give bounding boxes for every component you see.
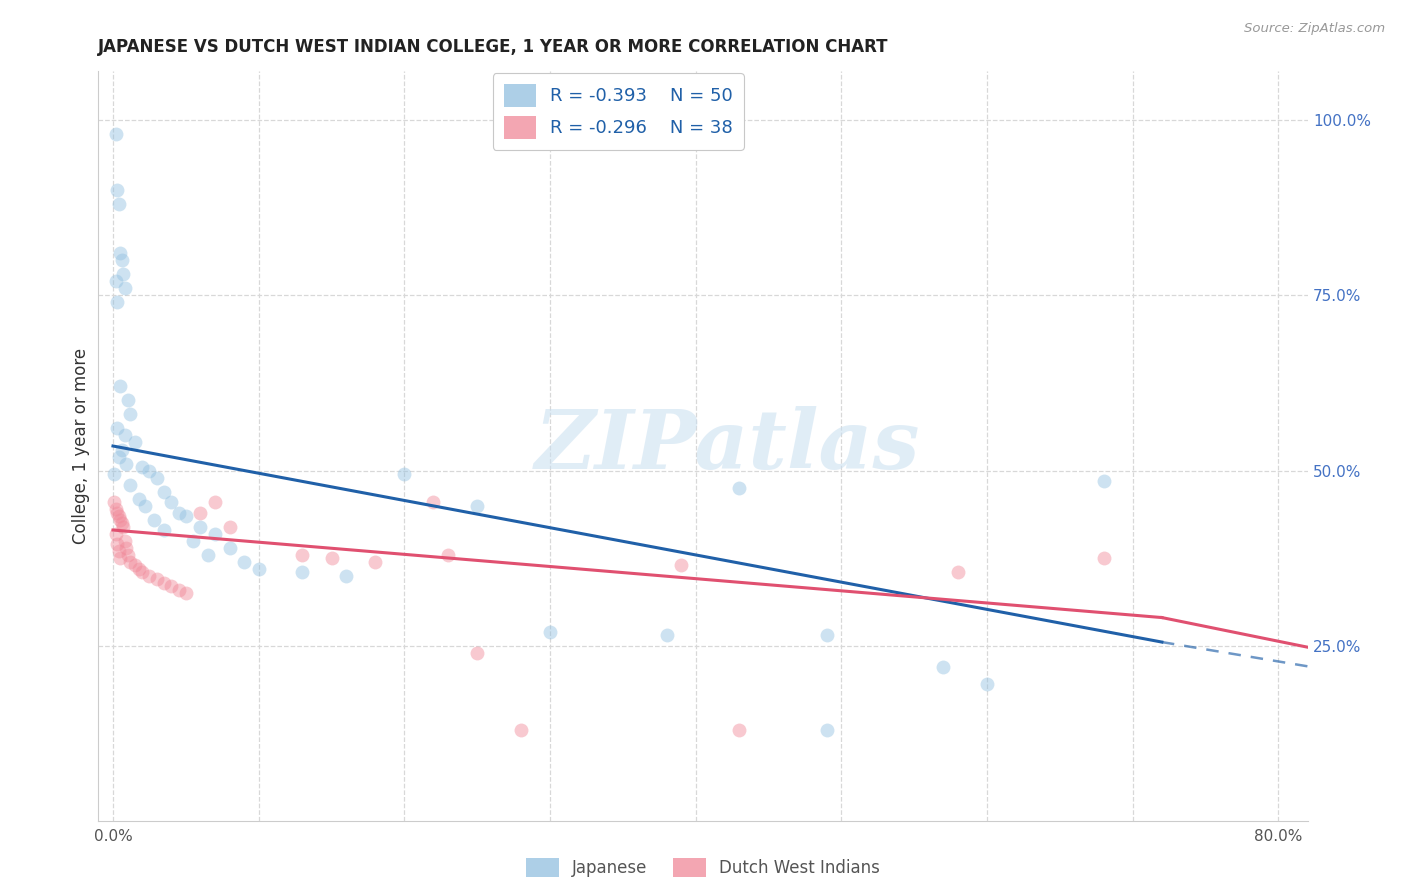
Point (105, 183, 128, 197)
Point (114, 281, 136, 295)
Point (145, 470, 167, 484)
Y-axis label: College, 1 year or more: College, 1 year or more (72, 348, 90, 544)
Point (160, 495, 183, 509)
Point (321, 551, 343, 566)
Point (197, 548, 219, 562)
Point (108, 509, 131, 524)
Point (117, 548, 139, 562)
Point (976, 677, 998, 691)
Point (190, 519, 212, 533)
Point (114, 428, 136, 442)
Point (145, 572, 167, 586)
Point (174, 586, 197, 600)
Point (120, 477, 142, 491)
Point (110, 379, 132, 393)
Point (110, 512, 132, 526)
Point (112, 519, 135, 533)
Point (728, 723, 751, 737)
Point (364, 555, 387, 569)
Point (111, 442, 134, 457)
Point (131, 460, 153, 475)
Point (105, 506, 128, 520)
Point (115, 457, 138, 471)
Point (108, 450, 131, 464)
Point (167, 582, 190, 597)
Point (728, 481, 751, 495)
Point (167, 506, 190, 520)
Point (103, 495, 125, 509)
Point (111, 253, 134, 268)
Point (153, 575, 176, 590)
Point (218, 519, 240, 533)
Point (932, 659, 955, 673)
Point (174, 509, 197, 524)
Point (190, 506, 212, 520)
Point (108, 544, 131, 558)
Point (117, 393, 139, 408)
Point (110, 551, 132, 566)
Point (465, 646, 488, 660)
Point (103, 467, 125, 481)
Point (104, 526, 127, 541)
Point (128, 491, 150, 506)
Point (204, 495, 226, 509)
Point (120, 555, 142, 569)
Point (124, 435, 146, 450)
Point (291, 565, 314, 579)
Point (115, 541, 138, 555)
Point (114, 533, 136, 548)
Point (422, 495, 444, 509)
Point (815, 628, 838, 642)
Point (291, 548, 314, 562)
Point (465, 499, 488, 513)
Point (105, 537, 128, 551)
Text: JAPANESE VS DUTCH WEST INDIAN COLLEGE, 1 YEAR OR MORE CORRELATION CHART: JAPANESE VS DUTCH WEST INDIAN COLLEGE, 1… (98, 38, 889, 56)
Point (204, 526, 226, 541)
Point (104, 128, 127, 142)
Point (153, 484, 176, 499)
Point (138, 568, 160, 582)
Point (509, 723, 531, 737)
Point (538, 624, 561, 639)
Point (946, 565, 969, 579)
Point (218, 541, 240, 555)
Point (105, 421, 128, 435)
Point (669, 558, 692, 572)
Point (120, 408, 142, 422)
Point (128, 561, 150, 575)
Point (160, 579, 183, 593)
Point (138, 463, 160, 477)
Point (437, 548, 460, 562)
Point (124, 558, 146, 572)
Point (108, 197, 131, 211)
Point (335, 568, 357, 582)
Point (134, 499, 156, 513)
Point (111, 516, 134, 530)
Point (112, 268, 135, 282)
Point (110, 246, 132, 260)
Point (153, 523, 176, 537)
Text: Source: ZipAtlas.com: Source: ZipAtlas.com (1244, 22, 1385, 36)
Point (131, 565, 153, 579)
Point (1092, 474, 1115, 488)
Point (815, 723, 838, 737)
Point (104, 502, 127, 516)
Text: ZIPatlas: ZIPatlas (534, 406, 920, 486)
Point (1092, 551, 1115, 566)
Point (655, 628, 678, 642)
Point (104, 275, 127, 289)
Point (247, 561, 270, 575)
Legend: Japanese, Dutch West Indians: Japanese, Dutch West Indians (519, 851, 887, 884)
Point (181, 533, 204, 548)
Legend: R = -0.393    N = 50, R = -0.296    N = 38: R = -0.393 N = 50, R = -0.296 N = 38 (492, 73, 744, 150)
Point (142, 512, 165, 526)
Point (105, 295, 128, 310)
Point (233, 555, 256, 569)
Point (394, 467, 416, 481)
